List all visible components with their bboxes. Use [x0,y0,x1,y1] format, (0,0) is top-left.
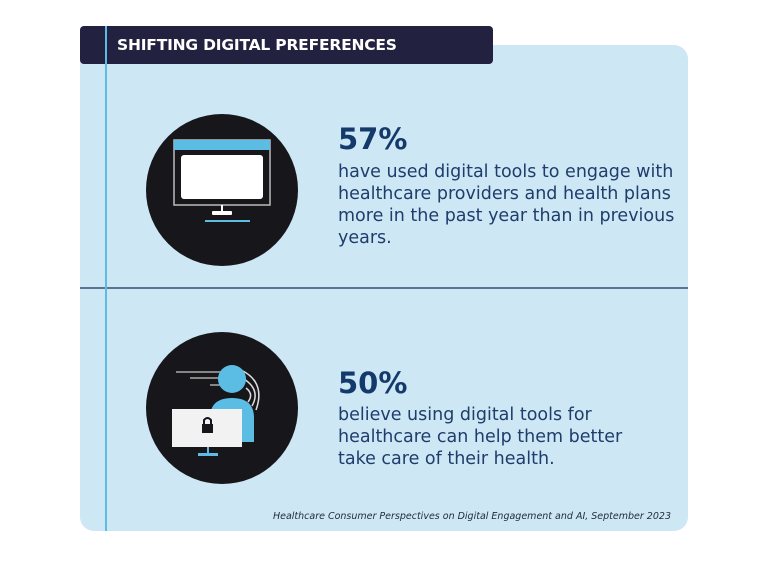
stat-value-2: 50% [338,366,408,400]
secure-user-computer-icon [146,332,298,484]
page-title: SHIFTING DIGITAL PREFERENCES [117,36,397,54]
section-divider [80,287,688,289]
header-banner: SHIFTING DIGITAL PREFERENCES [80,26,493,64]
stat-text-1: have used digital tools to engage with h… [338,162,675,248]
source-citation: Healthcare Consumer Perspectives on Digi… [272,511,671,522]
stat-text-2: believe using digital tools for healthca… [338,405,623,469]
accent-vertical-line [105,26,107,531]
computer-monitor-icon [146,114,298,266]
stat-value-1: 57% [338,122,408,156]
